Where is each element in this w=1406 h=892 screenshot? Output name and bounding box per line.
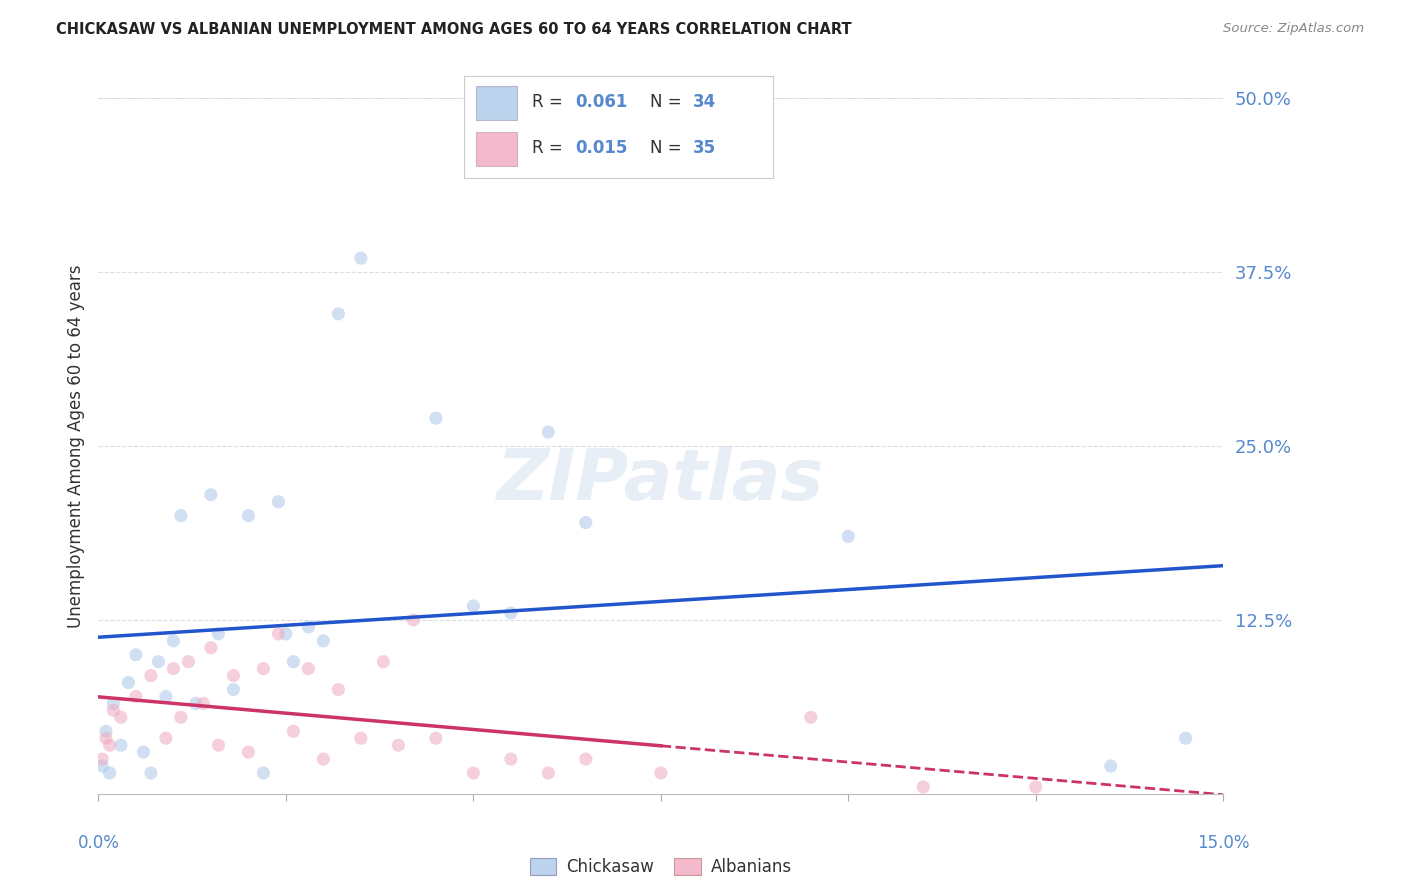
Point [283,724,305,739]
Text: 0.061: 0.061 [575,93,627,111]
Point [283,655,305,669]
Text: 15.0%: 15.0% [1197,834,1250,852]
Point [274,627,297,641]
Text: ZIPatlas: ZIPatlas [498,446,824,516]
Point [912,780,935,794]
Point [162,633,184,648]
Point [1174,731,1197,746]
Point [499,606,522,620]
Point [328,682,350,697]
Point [222,682,245,697]
FancyBboxPatch shape [477,87,516,120]
Text: Source: ZipAtlas.com: Source: ZipAtlas.com [1223,22,1364,36]
Point [537,766,560,780]
Point [238,508,260,523]
Point [91,759,114,773]
Point [91,752,114,766]
Text: 34: 34 [693,93,716,111]
Point [312,752,335,766]
Legend: Chickasaw, Albanians: Chickasaw, Albanians [523,852,799,883]
Point [103,703,125,717]
Point [110,738,132,752]
FancyBboxPatch shape [477,132,516,166]
Text: 0.015: 0.015 [575,139,627,157]
Point [207,627,229,641]
Point [155,731,177,746]
Point [103,697,125,711]
Point [800,710,823,724]
Point [252,662,274,676]
Point [155,690,177,704]
Point [463,766,485,780]
Point [1099,759,1122,773]
Point [267,494,290,508]
Point [328,307,350,321]
Point [425,411,447,425]
Point [350,251,373,265]
Point [125,648,148,662]
Point [350,731,373,746]
Point [125,690,148,704]
Point [117,675,139,690]
Point [170,710,193,724]
Point [402,613,425,627]
Y-axis label: Unemployment Among Ages 60 to 64 years: Unemployment Among Ages 60 to 64 years [66,264,84,628]
Point [297,662,319,676]
Point [162,662,184,676]
Point [98,766,121,780]
Text: 35: 35 [693,139,716,157]
Point [425,731,447,746]
Point [537,425,560,439]
Text: R =: R = [531,93,568,111]
Point [132,745,155,759]
Point [139,668,162,682]
Text: N =: N = [650,139,686,157]
Point [200,488,222,502]
Point [499,752,522,766]
Point [238,745,260,759]
Point [200,640,222,655]
Point [1025,780,1047,794]
Point [575,752,598,766]
Point [252,766,274,780]
Point [193,697,215,711]
Point [207,738,229,752]
Point [222,668,245,682]
Point [110,710,132,724]
Text: 0.0%: 0.0% [77,834,120,852]
Point [94,724,117,739]
Point [297,620,319,634]
Point [184,697,207,711]
Point [139,766,162,780]
Point [148,655,170,669]
Point [312,633,335,648]
Text: CHICKASAW VS ALBANIAN UNEMPLOYMENT AMONG AGES 60 TO 64 YEARS CORRELATION CHART: CHICKASAW VS ALBANIAN UNEMPLOYMENT AMONG… [56,22,852,37]
Point [267,627,290,641]
Point [170,508,193,523]
Point [177,655,200,669]
Point [837,529,859,543]
Point [373,655,395,669]
Point [463,599,485,613]
Point [575,516,598,530]
Text: R =: R = [531,139,568,157]
Point [387,738,409,752]
Point [650,766,672,780]
Point [98,738,121,752]
Point [94,731,117,746]
Text: N =: N = [650,93,686,111]
